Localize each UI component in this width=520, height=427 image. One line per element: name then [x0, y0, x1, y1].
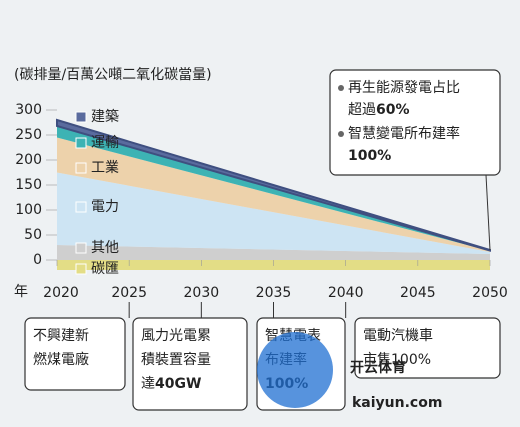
x-tick-label: 2025 [111, 285, 147, 301]
milestone-text: 燃煤電廠 [33, 351, 89, 368]
legend-swatch [75, 242, 87, 254]
y-tick-label: 200 [15, 152, 42, 168]
area [57, 245, 490, 260]
area [57, 137, 490, 252]
milestone-text: 達40GW [141, 376, 201, 392]
x-tick-label: 2045 [400, 285, 436, 301]
milestone-segment: 積裝置容量 [141, 351, 211, 368]
milestone-text: 積裝置容量 [141, 351, 211, 368]
area [57, 172, 490, 254]
callout-segment: 60% [376, 102, 410, 118]
legend-swatch [75, 263, 87, 275]
x-tick-label: 2035 [256, 285, 292, 301]
y-tick-label: 100 [15, 202, 42, 218]
legend-swatch [75, 201, 87, 213]
milestone-segment: 電動汽機車 [363, 327, 433, 344]
bullet [338, 85, 344, 91]
bullet [338, 131, 344, 137]
y-tick-label: 150 [15, 177, 42, 193]
milestone-box [132, 317, 248, 411]
callout-segment: 100% [348, 148, 391, 164]
area [56, 118, 491, 252]
legend-label: 運輸 [91, 135, 119, 151]
milestone-segment: 達 [141, 376, 155, 392]
milestone-box [354, 317, 501, 379]
y-tick-label: 300 [15, 102, 42, 118]
watermark-text: 开云体育 [350, 359, 406, 376]
legend-swatch [75, 111, 87, 123]
y-tick-label: 0 [33, 252, 42, 268]
milestone-text: 不興建新 [33, 328, 89, 344]
watermark-logo [257, 332, 333, 408]
watermark-text: kaiyun.com [352, 395, 442, 411]
y-tick-label: 250 [15, 127, 42, 143]
callout-segment: 超過 [348, 102, 376, 118]
legend-label: 碳匯 [91, 261, 119, 277]
milestone-segment: 40GW [155, 376, 201, 392]
milestone-segment: 風力光電累 [141, 328, 211, 344]
x-tick-label: 2020 [43, 285, 79, 301]
callout-box [329, 69, 501, 176]
callout-text: 超過60% [348, 102, 410, 118]
callout-text: 100% [348, 148, 391, 164]
y-tick-label: 50 [24, 227, 42, 243]
callout-text: 智慧變電所布建率 [348, 125, 460, 142]
x-axis-label: 年 [14, 284, 28, 300]
x-tick-label: 2050 [472, 285, 508, 301]
legend-swatch [75, 137, 87, 149]
x-tick-label: 2030 [184, 285, 220, 301]
legend-swatch [75, 162, 87, 174]
chart-title: (碳排量/百萬公噸二氧化碳當量) [14, 67, 212, 83]
x-tick-label: 2040 [328, 285, 364, 301]
legend-label: 建築 [91, 109, 119, 125]
callout-text: 再生能源發電占比 [348, 80, 460, 96]
legend-label: 其他 [91, 240, 119, 256]
milestone-text: 風力光電累 [141, 328, 211, 344]
milestone-segment: 市售100% [363, 351, 431, 368]
legend-label: 工業 [91, 160, 119, 176]
connector [485, 174, 491, 251]
milestone-text: 電動汽機車 [363, 327, 433, 344]
milestone-text: 市售100% [363, 351, 431, 368]
milestone-segment: 不興建新 [33, 328, 89, 344]
milestone-segment: 燃煤電廠 [33, 351, 89, 368]
milestone-box [24, 317, 126, 391]
legend-label: 電力 [91, 199, 119, 215]
